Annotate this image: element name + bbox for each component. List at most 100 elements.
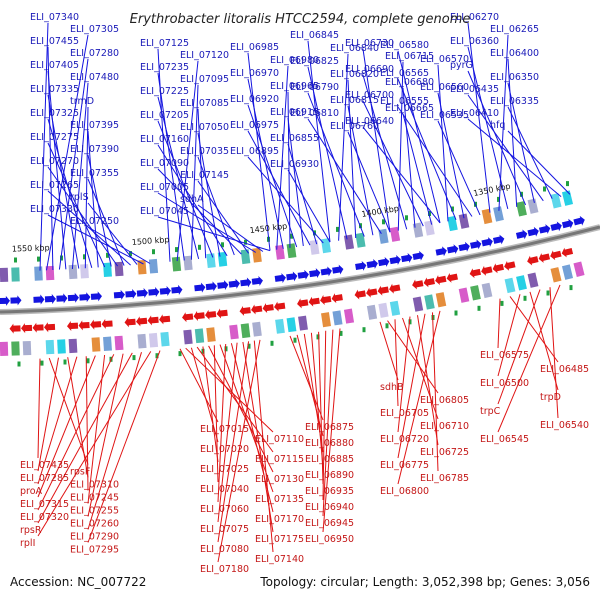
cog-block-top xyxy=(412,222,424,238)
gene-label-bottom: sdhB xyxy=(380,382,404,393)
gene-label-top: ELI_07225 xyxy=(140,86,189,97)
forward-gene-arrow xyxy=(205,281,217,292)
gene-label-bottom: ELI_06775 xyxy=(380,460,429,471)
gene-label-top: ELI_06560 xyxy=(420,82,469,93)
gene-label-bottom: trpC xyxy=(480,406,501,417)
rna-marker-top xyxy=(152,249,155,255)
gene-label-bottom: ELI_07255 xyxy=(70,506,119,517)
reverse-gene-arrow xyxy=(550,250,562,261)
gene-label-bottom: ELI_07040 xyxy=(200,484,249,495)
reverse-gene-arrow xyxy=(205,309,217,320)
reverse-gene-arrow xyxy=(32,322,44,333)
reverse-gene-arrow xyxy=(412,279,424,290)
rna-marker-bottom xyxy=(17,361,21,367)
gene-connector-top xyxy=(467,118,562,197)
gene-connector-top xyxy=(287,169,331,243)
gene-label-bottom: ELI_07320 xyxy=(20,512,69,523)
gene-label-bottom: ELI_06805 xyxy=(420,395,469,406)
gene-label-top: ELI_06915 xyxy=(270,107,319,118)
cog-block-top xyxy=(171,256,182,272)
gene-label-top: ELI_06535 xyxy=(420,110,469,121)
gene-label-bottom: ELI_07130 xyxy=(255,474,304,485)
cog-block-top xyxy=(481,208,493,225)
cog-block-bottom xyxy=(183,329,193,345)
reverse-gene-arrow xyxy=(308,296,320,307)
rna-marker-bottom xyxy=(546,290,550,296)
gene-connector-bottom xyxy=(196,346,274,453)
gene-connector-bottom xyxy=(217,339,261,563)
gene-label-bottom: ELI_06540 xyxy=(540,420,589,431)
rna-marker-bottom xyxy=(385,323,389,329)
gene-label-top: ELI_06350 xyxy=(490,72,539,83)
gene-connector-top xyxy=(437,120,481,216)
cog-block-bottom xyxy=(516,275,527,291)
rna-marker-bottom xyxy=(132,355,136,361)
rna-marker-top xyxy=(175,247,178,253)
cog-block-bottom xyxy=(412,296,424,312)
gene-connector-top xyxy=(307,118,382,234)
cog-block-top xyxy=(275,244,285,260)
rna-marker-bottom xyxy=(454,310,458,316)
gene-label-top: ELI_07270 xyxy=(30,156,79,167)
rna-marker-top xyxy=(497,196,500,202)
rna-marker-top xyxy=(198,244,201,250)
gene-connector-bottom xyxy=(37,351,152,537)
rna-marker-bottom xyxy=(362,327,366,333)
gene-label-bottom: ELI_06720 xyxy=(380,434,429,445)
gene-connector-bottom xyxy=(509,296,559,363)
rna-marker-bottom xyxy=(477,305,481,311)
gene-connector-bottom xyxy=(87,350,161,543)
gene-connector-bottom xyxy=(48,357,89,465)
gene-connector-bottom xyxy=(37,355,96,498)
reverse-gene-arrow xyxy=(90,319,102,330)
cog-block-top xyxy=(516,201,527,217)
reverse-gene-arrow xyxy=(67,321,79,332)
forward-gene-arrow xyxy=(366,259,378,269)
reverse-gene-arrow xyxy=(21,323,33,334)
gene-label-bottom: ELI_07015 xyxy=(200,424,249,435)
gene-connector-top xyxy=(437,92,465,219)
gene-label-top: ELI_07125 xyxy=(140,38,189,49)
gene-label-top: ELI_07005 xyxy=(140,182,189,193)
rna-marker-top xyxy=(451,206,454,212)
gene-label-bottom: ELI_06710 xyxy=(420,421,469,432)
gene-connector-bottom xyxy=(322,329,334,517)
cog-block-bottom xyxy=(206,327,216,342)
forward-gene-arrow xyxy=(125,288,137,299)
cog-block-top xyxy=(389,226,401,242)
forward-gene-arrow xyxy=(527,226,539,237)
cog-block-bottom xyxy=(389,300,401,316)
gene-label-bottom: ELI_06950 xyxy=(305,534,354,545)
gene-label-bottom: ELI_07140 xyxy=(255,554,304,565)
gene-label-top: trmD xyxy=(70,96,94,107)
forward-gene-arrow xyxy=(481,237,493,247)
gene-label-top: ELI_06845 xyxy=(290,30,339,41)
forward-gene-arrow xyxy=(515,229,528,240)
gene-connector-bottom xyxy=(397,313,426,459)
gene-label-bottom: ELI_07315 xyxy=(20,499,69,510)
reverse-gene-arrow xyxy=(182,312,194,323)
gene-connector-top xyxy=(467,94,544,202)
gene-connector-bottom xyxy=(37,357,59,472)
reverse-gene-arrow xyxy=(251,304,263,315)
gene-label-top: ELI_07480 xyxy=(70,72,119,83)
gene-label-top: ELI_06820 xyxy=(330,69,379,80)
map-title: Erythrobacter litoralis HTCC2594, comple… xyxy=(130,12,471,27)
gene-label-bottom: ELI_07025 xyxy=(200,464,249,475)
gene-connector-bottom xyxy=(219,344,274,493)
gene-label-bottom: ELI_06725 xyxy=(420,447,469,458)
gene-label-top: ELI_07280 xyxy=(70,48,119,59)
gene-label-bottom: ELI_07135 xyxy=(255,494,304,505)
gene-connector-top xyxy=(247,156,324,244)
gene-label-top: ELI_06855 xyxy=(270,133,319,144)
forward-gene-arrow xyxy=(194,282,206,293)
rna-marker-top xyxy=(129,251,132,257)
reverse-gene-arrow xyxy=(159,314,171,325)
gene-connector-bottom xyxy=(213,345,219,483)
gene-connector-top xyxy=(397,106,473,217)
gene-label-top: ELI_06825 xyxy=(290,56,339,67)
cog-block-bottom xyxy=(343,308,355,324)
gene-connector-top xyxy=(197,132,221,257)
gene-connector-top xyxy=(47,166,119,267)
gene-label-bottom: ELI_06875 xyxy=(305,422,354,433)
